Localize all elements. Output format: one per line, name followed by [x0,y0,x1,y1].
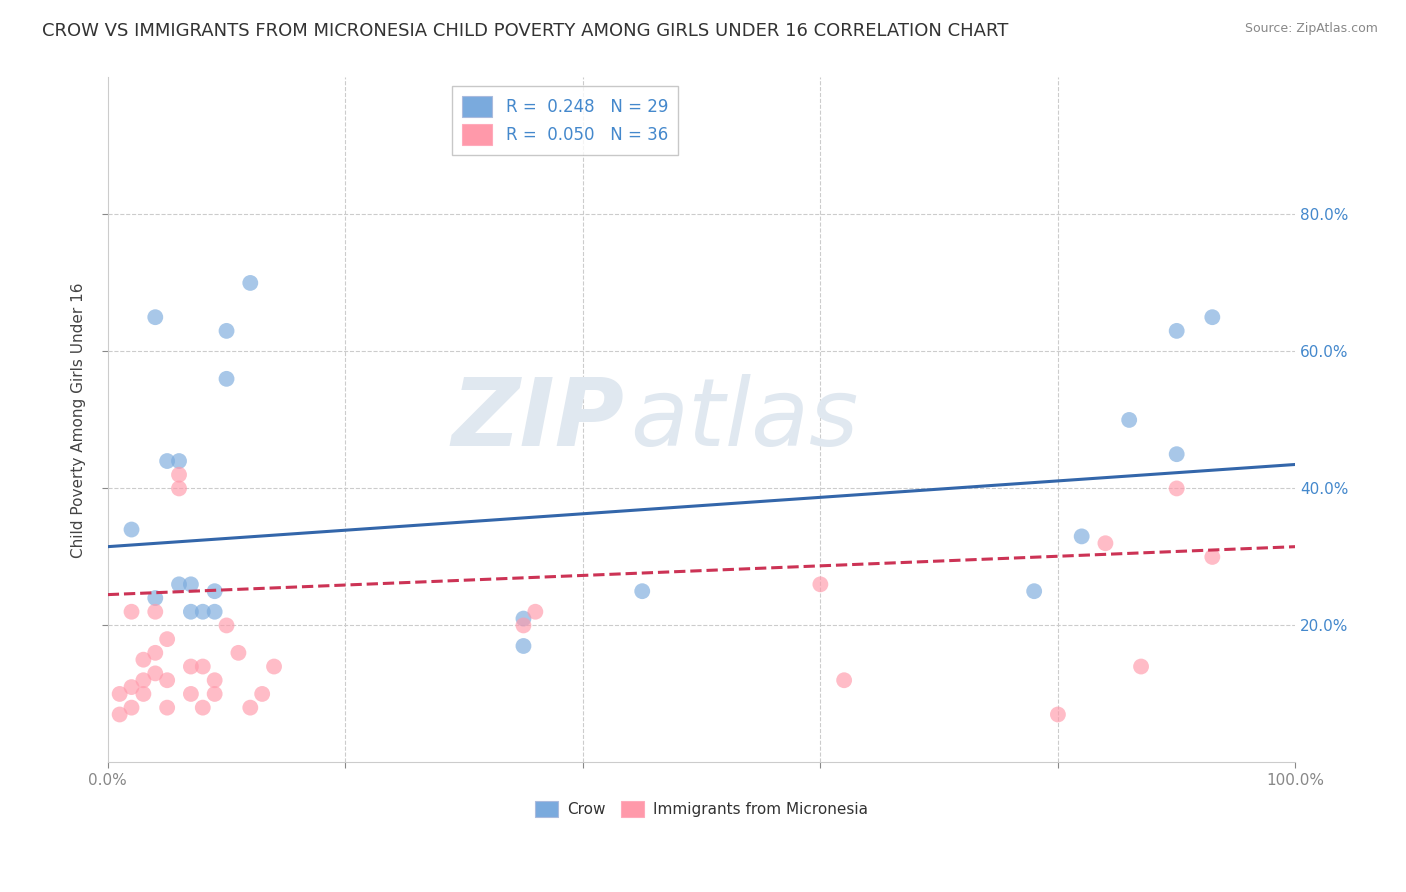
Point [1118,413,1140,427]
Point [250,687,273,701]
Point [180,577,202,591]
Point [121,605,143,619]
Point [204,673,226,688]
Point [1166,447,1188,461]
Point [215,618,238,632]
Point [263,659,285,673]
Y-axis label: Child Poverty Among Girls Under 16: Child Poverty Among Girls Under 16 [72,282,86,558]
Point [631,584,654,599]
Point [1130,659,1153,673]
Point [204,605,226,619]
Point [108,707,131,722]
Point [180,659,202,673]
Point [167,482,190,496]
Point [191,605,214,619]
Text: atlas: atlas [630,375,859,466]
Point [121,700,143,714]
Point [180,687,202,701]
Point [1201,310,1223,325]
Point [156,454,179,468]
Point [215,324,238,338]
Point [132,687,155,701]
Point [204,687,226,701]
Point [239,276,262,290]
Point [204,584,226,599]
Point [108,687,131,701]
Point [1166,482,1188,496]
Point [808,577,831,591]
Point [156,700,179,714]
Point [191,700,214,714]
Point [167,577,190,591]
Point [832,673,855,688]
Point [524,605,547,619]
Point [121,680,143,694]
Point [1070,529,1092,543]
Point [512,618,534,632]
Point [132,653,155,667]
Point [228,646,250,660]
Point [1024,584,1046,599]
Text: ZIP: ZIP [451,374,624,466]
Point [191,659,214,673]
Point [156,673,179,688]
Point [1046,707,1069,722]
Point [143,310,166,325]
Point [143,646,166,660]
Point [143,666,166,681]
Point [167,467,190,482]
Point [156,632,179,647]
Point [180,605,202,619]
Point [215,372,238,386]
Point [143,605,166,619]
Point [512,639,534,653]
Point [239,700,262,714]
Point [143,591,166,605]
Text: Source: ZipAtlas.com: Source: ZipAtlas.com [1244,22,1378,36]
Point [512,611,534,625]
Point [1201,549,1223,564]
Point [1094,536,1116,550]
Point [167,454,190,468]
Point [132,673,155,688]
Text: CROW VS IMMIGRANTS FROM MICRONESIA CHILD POVERTY AMONG GIRLS UNDER 16 CORRELATIO: CROW VS IMMIGRANTS FROM MICRONESIA CHILD… [42,22,1008,40]
Legend: Crow, Immigrants from Micronesia: Crow, Immigrants from Micronesia [529,795,875,823]
Point [1166,324,1188,338]
Point [121,523,143,537]
